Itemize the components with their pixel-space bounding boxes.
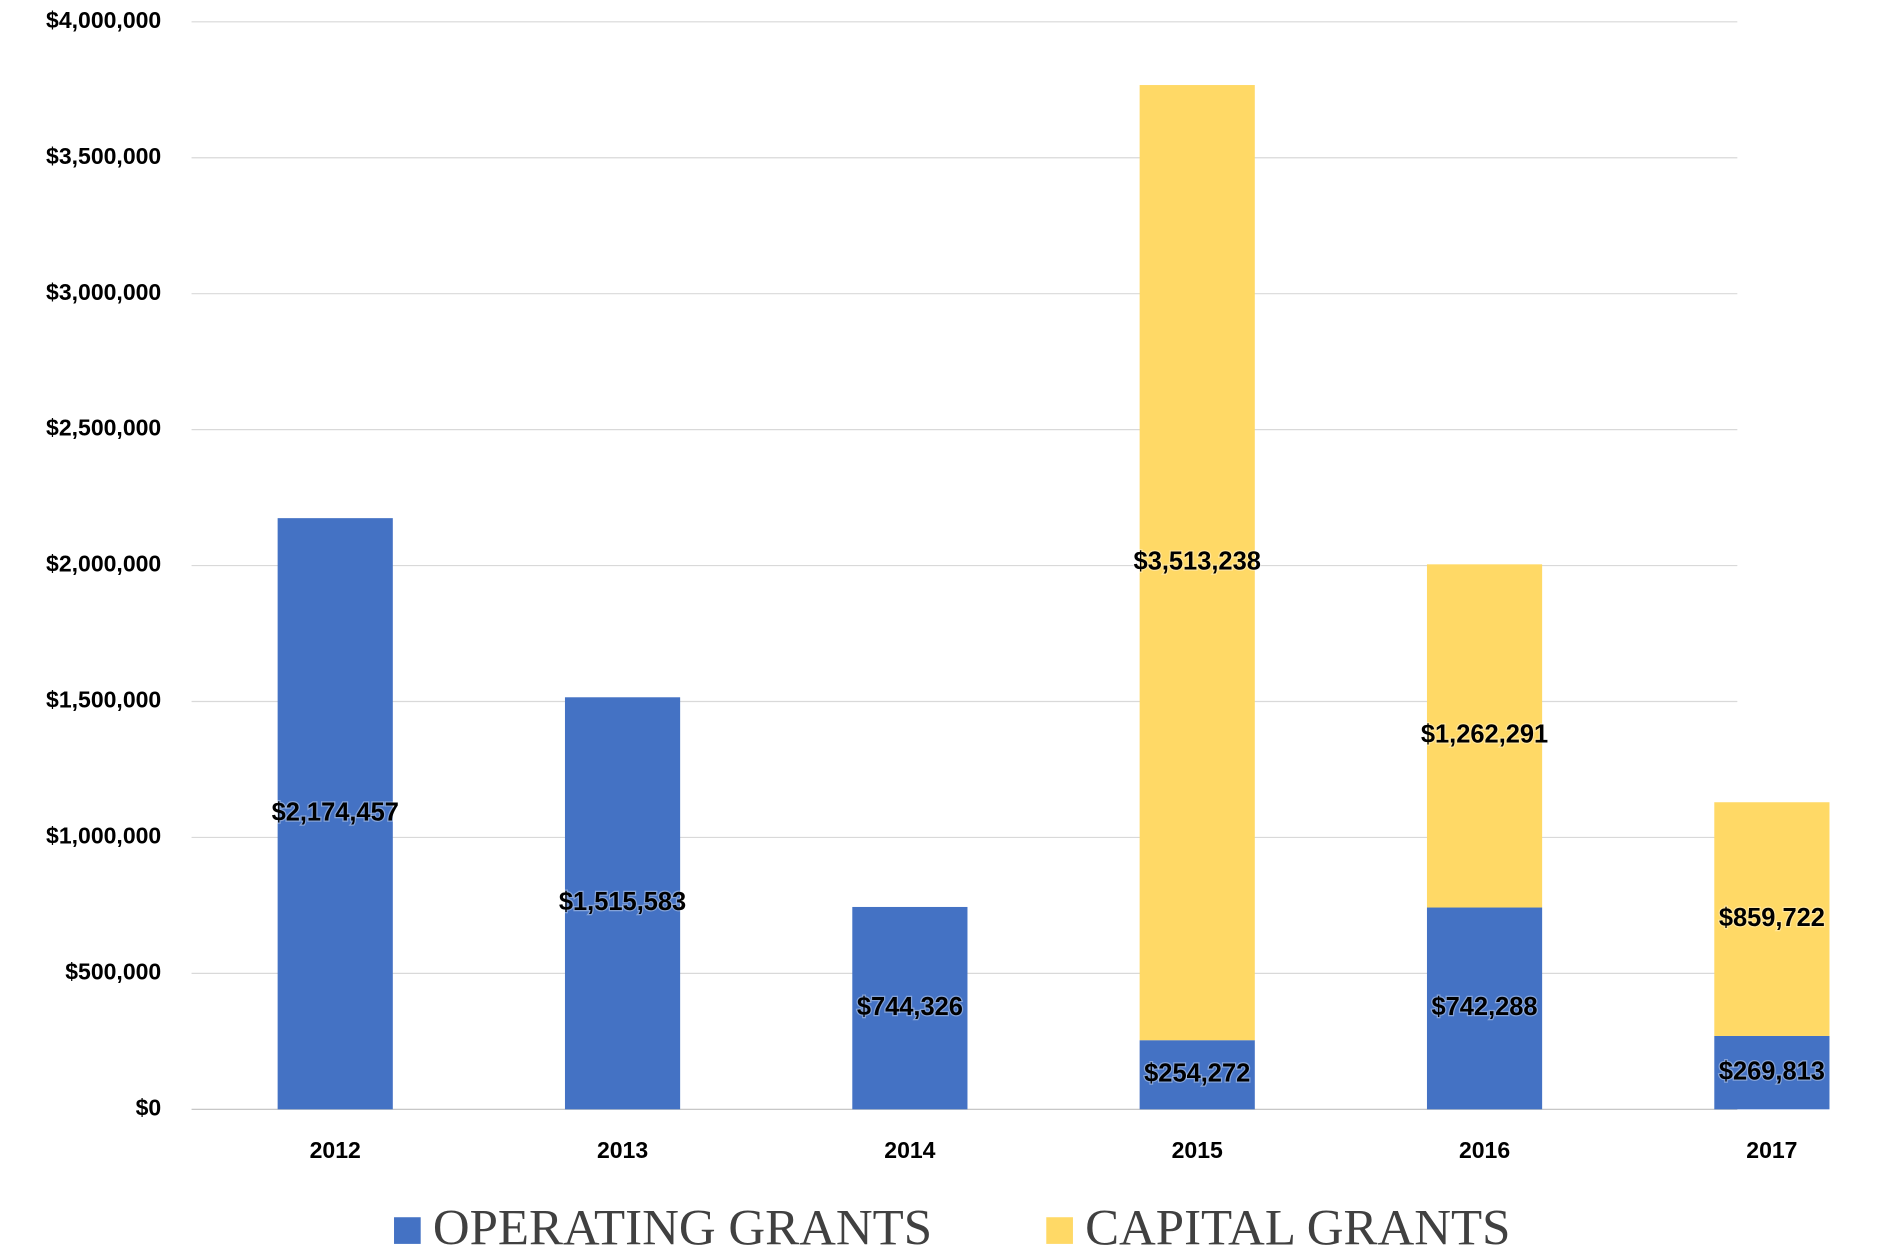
bar-segment [1714,802,1830,1036]
y-tick-label: $2,500,000 [46,415,161,441]
data-label: $1,515,583 [559,888,686,916]
y-tick-label: $0 [136,1094,162,1120]
data-label: $744,326 [857,993,963,1021]
legend-swatch [1046,1217,1073,1244]
y-tick-label: $3,500,000 [46,143,161,169]
y-tick-label: $2,000,000 [46,551,161,577]
x-tick-label: 2015 [1172,1137,1223,1163]
bar-segment [1139,85,1255,1041]
y-tick-label: $1,500,000 [46,687,161,713]
bar-segment [1139,1040,1255,1110]
bar-segment [1426,564,1543,908]
data-label: $2,174,457 [272,798,399,826]
bar-segment [1426,907,1543,1110]
data-label: $859,722 [1719,904,1825,932]
y-tick-label: $500,000 [65,958,161,984]
y-tick-label: $1,000,000 [46,823,161,849]
data-label: $3,513,238 [1134,547,1261,575]
x-tick-label: 2012 [310,1137,361,1163]
bar-segment [1714,1035,1830,1110]
y-tick-label: $3,000,000 [46,279,161,305]
data-label: $1,262,291 [1421,721,1548,749]
legend-swatch [394,1217,421,1244]
y-tick-label: $4,000,000 [46,7,161,33]
legend-label: OPERATING GRANTS [433,1201,932,1253]
data-label: $269,813 [1719,1057,1825,1085]
x-tick-label: 2014 [884,1137,935,1163]
bar-segment [277,518,393,1110]
legend-label: CAPITAL GRANTS [1085,1201,1510,1253]
x-tick-label: 2016 [1459,1137,1510,1163]
bar-segment [852,906,968,1110]
x-tick-label: 2017 [1746,1137,1797,1163]
data-label: $742,288 [1431,993,1537,1021]
x-tick-label: 2013 [597,1137,648,1163]
data-label: $254,272 [1144,1059,1250,1087]
bar-segment [564,697,681,1110]
